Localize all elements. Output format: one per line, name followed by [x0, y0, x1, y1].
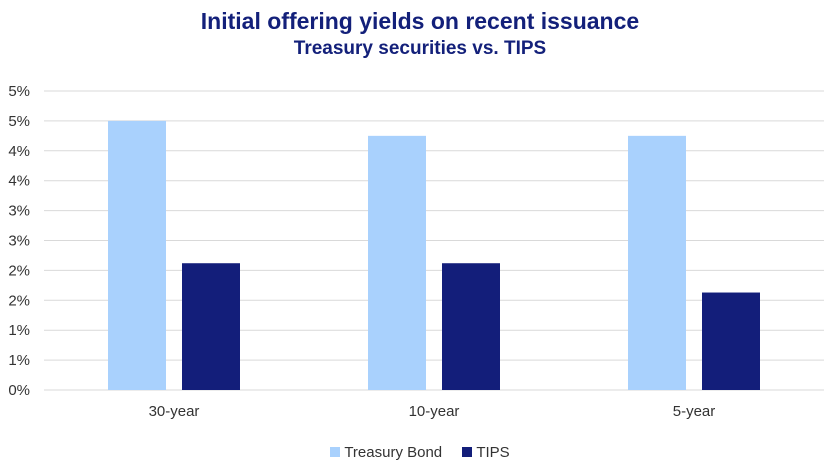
x-tick-label: 30-year	[149, 403, 200, 420]
y-tick-label: 5%	[8, 113, 30, 130]
x-tick-label: 10-year	[409, 403, 460, 420]
y-tick-label: 5%	[8, 83, 30, 100]
legend-swatch	[462, 447, 473, 457]
bar-tips-5-year	[702, 292, 760, 390]
legend-label: Treasury Bond	[344, 444, 443, 461]
legend-label: TIPS	[476, 444, 510, 461]
y-tick-label: 0%	[8, 382, 30, 399]
bar-tips-10-year	[442, 263, 500, 390]
y-tick-label: 1%	[8, 322, 30, 339]
legend-item-tips: TIPS	[462, 444, 510, 461]
y-tick-label: 4%	[8, 173, 30, 190]
x-tick-label: 5-year	[673, 403, 716, 420]
bar-tips-30-year	[182, 263, 240, 390]
y-tick-label: 4%	[8, 143, 30, 160]
bar-treasury-bond-30-year	[108, 120, 166, 391]
bar-treasury-bond-5-year	[628, 135, 686, 390]
legend-swatch	[330, 447, 341, 457]
y-tick-label: 3%	[8, 203, 30, 220]
y-tick-label: 2%	[8, 292, 30, 309]
chart-subtitle: Treasury securities vs. TIPS	[293, 38, 547, 59]
bar-treasury-bond-10-year	[368, 135, 426, 390]
y-tick-label: 3%	[8, 233, 30, 250]
chart-title: Initial offering yields on recent issuan…	[200, 8, 640, 34]
legend: Treasury Bond TIPS	[0, 444, 840, 461]
legend-item-treasury: Treasury Bond	[330, 444, 442, 461]
y-tick-label: 1%	[8, 352, 30, 369]
y-tick-label: 2%	[8, 262, 30, 279]
